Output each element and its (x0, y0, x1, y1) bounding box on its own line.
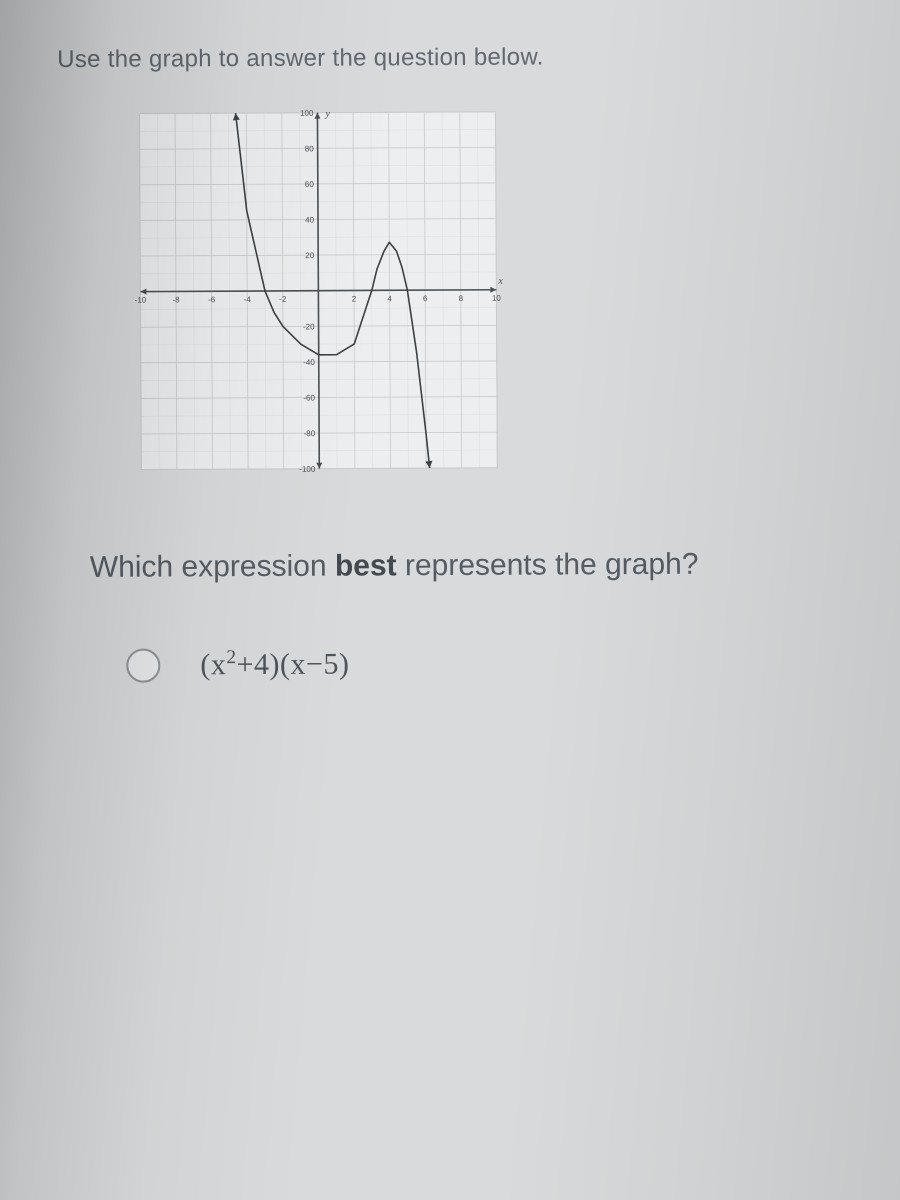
svg-text:-2: -2 (279, 295, 287, 304)
svg-text:-40: -40 (303, 358, 315, 367)
graph-svg: -10 -8 -6 -4 -2 2 4 6 8 10 20 40 60 80 100 -20 -40 -60 -80… (127, 100, 509, 482)
graph-figure: -10 -8 -6 -4 -2 2 4 6 8 10 20 40 60 80 100 -20 -40 -60 -80… (127, 100, 509, 487)
svg-text:100: 100 (300, 109, 314, 118)
question-bold: best (335, 549, 397, 582)
svg-text:-80: -80 (304, 429, 316, 438)
svg-text:10: 10 (492, 294, 501, 303)
question-suffix: represents the graph? (397, 548, 699, 583)
svg-text:2: 2 (352, 294, 357, 303)
instruction-text: Use the graph to answer the question bel… (57, 42, 837, 74)
svg-text:-10: -10 (135, 296, 147, 305)
svg-text:-100: -100 (299, 465, 316, 474)
svg-text:20: 20 (305, 251, 314, 260)
question-text: Which expression best represents the gra… (90, 547, 840, 585)
svg-text:-8: -8 (172, 295, 180, 304)
svg-text:8: 8 (459, 294, 464, 303)
svg-text:-20: -20 (303, 322, 315, 331)
svg-text:x: x (497, 276, 503, 287)
option-row-1[interactable]: (x2+4)(x−5) (126, 645, 840, 683)
svg-text:60: 60 (305, 180, 314, 189)
svg-text:-4: -4 (244, 295, 252, 304)
svg-text:-6: -6 (208, 295, 216, 304)
svg-text:6: 6 (423, 294, 428, 303)
option-1-expression: (x2+4)(x−5) (200, 648, 349, 683)
svg-text:80: 80 (305, 144, 314, 153)
svg-text:y: y (324, 109, 330, 120)
svg-text:40: 40 (305, 216, 314, 225)
question-prefix: Which expression (90, 550, 335, 584)
svg-text:-60: -60 (303, 394, 315, 403)
radio-icon[interactable] (126, 649, 160, 683)
svg-text:4: 4 (387, 294, 392, 303)
